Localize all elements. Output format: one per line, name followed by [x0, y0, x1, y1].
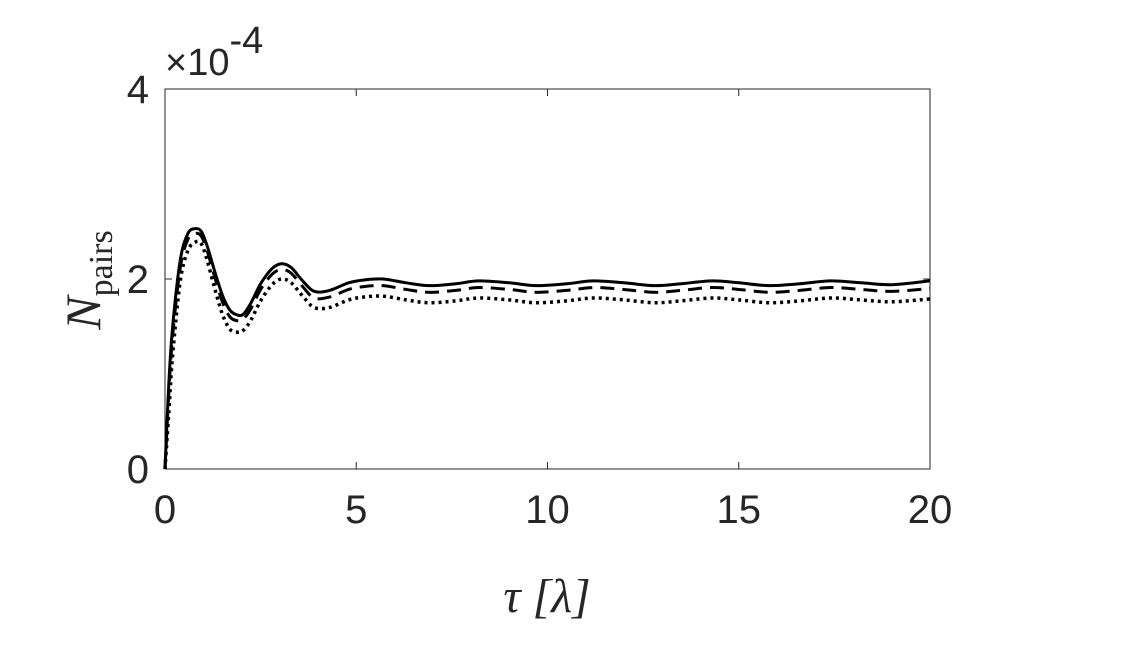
y-axis-ticks: 0 2 4	[127, 68, 930, 492]
y-axis-title-sub: pairs	[83, 230, 120, 296]
x-tick-label: 5	[345, 488, 367, 532]
y-axis-title: Npairs	[55, 230, 120, 330]
y-tick-label: 2	[127, 258, 149, 302]
plot-area-frame	[164, 88, 931, 470]
y-exponent-power: -4	[229, 20, 263, 62]
x-axis-ticks: 0 5 10 15 20	[154, 89, 952, 532]
series-line-solid	[163, 227, 931, 470]
series-layer	[163, 227, 931, 470]
x-tick-label: 0	[154, 488, 176, 532]
x-tick-label: 10	[525, 488, 570, 532]
y-axis-title-main: N	[55, 294, 111, 331]
series-line-dashed	[163, 231, 931, 470]
x-tick-label: 15	[717, 488, 762, 532]
y-tick-label: 0	[127, 448, 149, 492]
series-line-dotted	[163, 239, 931, 470]
y-exponent-base: ×10	[165, 42, 229, 84]
x-axis-title: τ [λ]	[503, 570, 590, 623]
svg-text:Npairs: Npairs	[55, 230, 120, 330]
x-tick-label: 20	[908, 488, 953, 532]
y-exponent-label: ×10-4	[165, 20, 263, 84]
y-tick-label: 4	[127, 68, 149, 112]
